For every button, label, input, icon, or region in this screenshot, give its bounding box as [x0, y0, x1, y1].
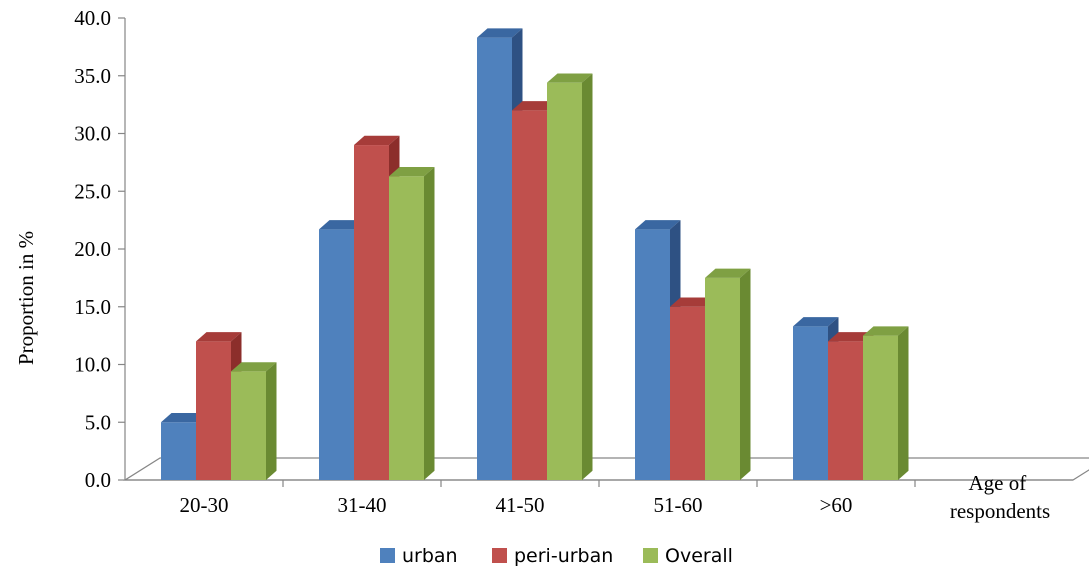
- y-axis-title: Proportion in %: [14, 231, 38, 365]
- bar-front-face: [161, 422, 196, 480]
- y-tick-label: 35.0: [74, 64, 111, 88]
- x-tick-label: 20-30: [180, 493, 229, 517]
- bar-side-face: [424, 166, 435, 480]
- x-axis-title-line-2: respondents: [950, 499, 1050, 523]
- x-axis-title: Age of respondents: [950, 471, 1050, 523]
- legend-label: Overall: [665, 545, 733, 567]
- legend-label: urban: [402, 545, 458, 567]
- bar-front-face: [863, 335, 898, 480]
- y-tick-label: 20.0: [74, 237, 111, 261]
- bar-front-face: [477, 37, 512, 480]
- y-tick-label: 10.0: [74, 353, 111, 377]
- y-tick-label: 0.0: [85, 468, 111, 492]
- bar-front-face: [828, 341, 863, 480]
- legend-swatch: [492, 548, 507, 563]
- bar-side-face: [740, 268, 751, 480]
- y-tick-label: 40.0: [74, 6, 111, 30]
- x-tick-label: 41-50: [496, 493, 545, 517]
- bar-front-face: [389, 176, 424, 481]
- bar-top-face: [828, 332, 874, 342]
- bar-top-face: [231, 362, 277, 372]
- x-tick-label: 31-40: [338, 493, 387, 517]
- legend-item-overall: Overall: [643, 545, 733, 567]
- bar-side-face: [582, 73, 593, 480]
- bar-top-face: [635, 220, 681, 230]
- legend-label: peri-urban: [514, 545, 613, 567]
- bar-overall-51-60: [705, 268, 751, 480]
- bar-top-face: [319, 220, 365, 230]
- y-tick-label: 30.0: [74, 122, 111, 146]
- bar-side-face: [898, 326, 909, 480]
- legend: urban peri-urban Overall: [380, 545, 733, 567]
- bar-front-face: [635, 229, 670, 480]
- bar-top-face: [196, 332, 242, 342]
- bar-top-face: [161, 413, 207, 423]
- bar-top-face: [670, 297, 716, 307]
- bar-front-face: [793, 326, 828, 480]
- bar-top-face: [705, 268, 751, 278]
- bar-front-face: [547, 82, 582, 481]
- bar-overall-60: [863, 326, 909, 480]
- bar-top-face: [863, 326, 909, 336]
- bar-front-face: [319, 229, 354, 480]
- bar-overall-20-30: [231, 362, 277, 480]
- legend-item-urban: urban: [380, 545, 458, 567]
- bar-top-face: [512, 101, 558, 111]
- tick-labels: 0.0 5.0 10.0 15.0 20.0 25.0 30.0 35.0 40.0 20-30 3…: [74, 6, 852, 517]
- bar-side-face: [266, 362, 277, 480]
- bar-front-face: [354, 145, 389, 481]
- bar-top-face: [547, 73, 593, 83]
- bar-top-face: [354, 135, 400, 146]
- bar-front-face: [512, 110, 547, 481]
- bar-front-face: [231, 371, 266, 480]
- legend-item-peri-urban: peri-urban: [492, 545, 613, 567]
- bar-front-face: [705, 277, 740, 480]
- x-tick-label: 51-60: [654, 493, 703, 517]
- legend-swatch: [380, 548, 395, 563]
- y-tick-label: 15.0: [74, 295, 111, 319]
- x-tick-label: >60: [820, 493, 853, 517]
- legend-swatch: [643, 548, 658, 563]
- y-tick-label: 5.0: [85, 410, 111, 434]
- bar-front-face: [670, 306, 705, 480]
- x-axis-title-line-1: Age of: [969, 471, 1027, 495]
- bars: [161, 28, 909, 481]
- bar-overall-31-40: [389, 166, 435, 481]
- bar-top-face: [389, 166, 435, 177]
- bar-top-face: [793, 317, 839, 327]
- bar-front-face: [196, 341, 231, 480]
- bar-overall-41-50: [547, 73, 593, 481]
- bar-top-face: [477, 28, 523, 38]
- axes: [118, 17, 1073, 487]
- y-tick-label: 25.0: [74, 179, 111, 203]
